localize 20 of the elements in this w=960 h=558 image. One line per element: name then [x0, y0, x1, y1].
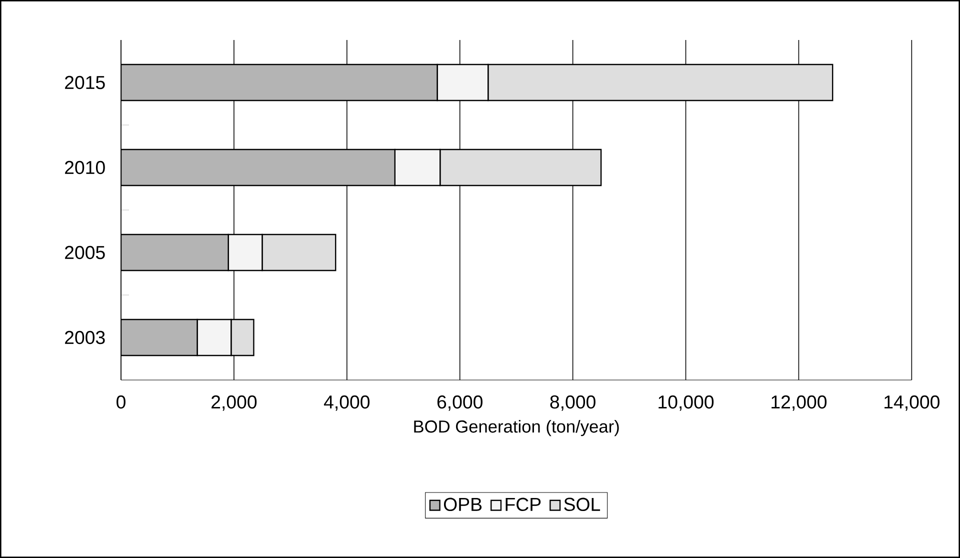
bar: [121, 148, 396, 186]
y-tick-label: 2015: [65, 76, 105, 90]
x-tick-label: 8,000: [550, 395, 596, 411]
x-tick-label: 4,000: [324, 395, 370, 411]
y-tick-label: 2010: [65, 160, 105, 174]
bar: [121, 234, 229, 272]
x-tick-label: 2,000: [212, 395, 257, 411]
x-tick-label: 10,000: [658, 395, 714, 411]
x-tick-label: 12,000: [772, 395, 827, 411]
bar: [121, 64, 438, 102]
x-tick-label: 0: [116, 395, 126, 409]
bar: [121, 318, 198, 356]
legend-label: OPB: [444, 498, 482, 512]
y-tick-label: 2005: [65, 246, 105, 260]
x-axis-title: BOD Generation (ton/year): [414, 420, 619, 436]
x-tick-label: 6,000: [437, 395, 482, 411]
y-tick-label: 2003: [65, 330, 105, 344]
legend-label: SOL: [564, 498, 600, 512]
legend-label: FCP: [506, 498, 541, 512]
x-tick-label: 14,000: [884, 395, 940, 411]
